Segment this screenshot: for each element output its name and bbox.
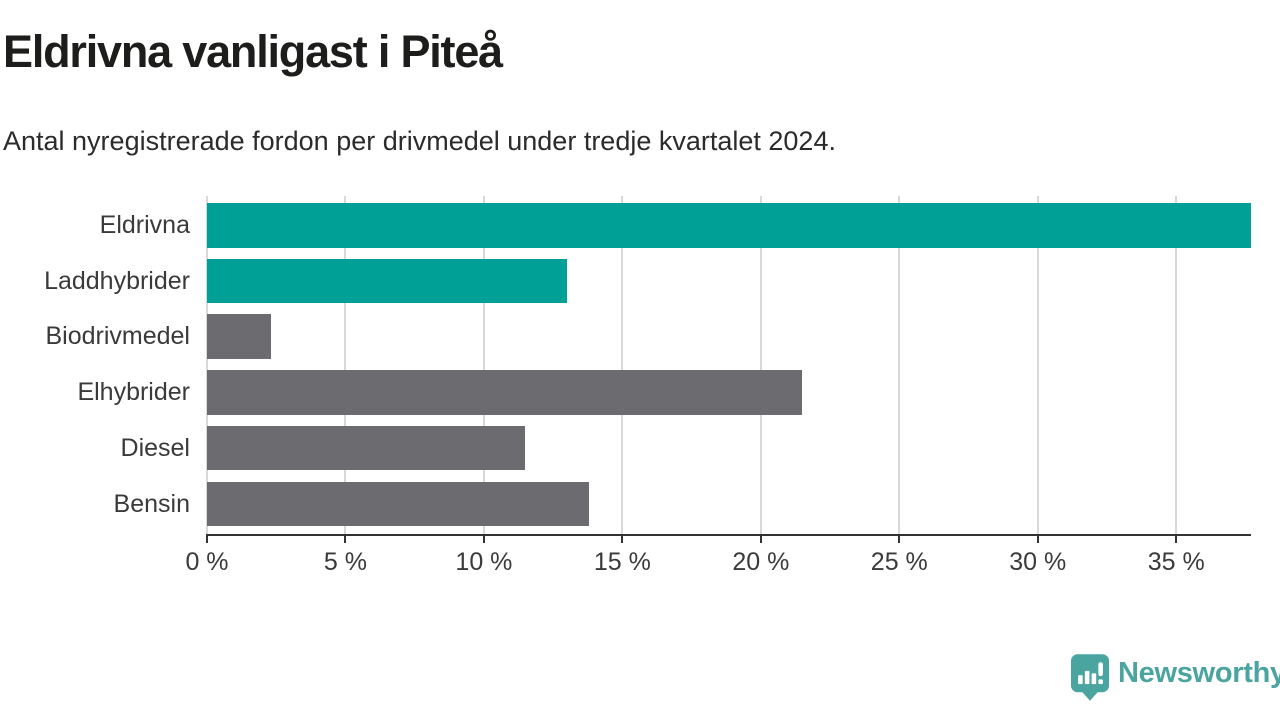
category-label-laddhybrider: Laddhybrider — [44, 266, 190, 295]
tick-label-5: 5 % — [323, 548, 367, 576]
newsworthy-wordmark: Newsworthy — [1118, 657, 1280, 689]
gridline-25 — [898, 196, 901, 534]
bar-eldrivna — [207, 203, 1251, 248]
category-label-diesel: Diesel — [120, 433, 190, 462]
tick-label-25: 25 % — [870, 548, 928, 576]
bar-elhybrider — [207, 370, 803, 415]
newsworthy-bar-chart-icon — [1071, 654, 1109, 701]
category-label-biodrivmedel: Biodrivmedel — [45, 322, 190, 351]
gridline-15 — [621, 196, 624, 534]
chart-subtitle: Antal nyregistrerade fordon per drivmede… — [3, 126, 836, 156]
gridline-35 — [1175, 196, 1178, 534]
axis-tick-5 — [344, 534, 347, 543]
axis-tick-0 — [206, 534, 208, 543]
axis-tick-10 — [482, 534, 485, 543]
gridline-30 — [1036, 196, 1039, 534]
value-axis: 0 % 5 % 10 % 15 % 20 % 25 % 30 % 35 % — [185, 548, 1251, 578]
tick-label-10: 10 % — [455, 548, 513, 576]
gridline-0 — [206, 196, 208, 534]
bar-diesel — [207, 425, 526, 471]
category-label-bensin: Bensin — [113, 489, 190, 518]
gridline-10 — [482, 196, 485, 534]
category-label-eldrivna: Eldrivna — [99, 211, 190, 239]
axis-tick-35 — [1175, 534, 1178, 543]
axis-tick-25 — [898, 534, 901, 543]
plot-area — [206, 196, 1251, 543]
newsworthy-logo: Newsworthy — [1071, 654, 1280, 701]
gridline-5 — [344, 196, 347, 534]
bar-laddhybrider — [207, 258, 567, 304]
axis-tick-30 — [1036, 534, 1039, 543]
tick-label-15: 15 % — [593, 548, 651, 576]
axis-tick-15 — [621, 534, 624, 543]
tick-label-35: 35 % — [1147, 548, 1205, 576]
tick-label-30: 30 % — [1009, 548, 1067, 576]
bar-biodrivmedel — [207, 314, 271, 359]
axis-tick-20 — [759, 534, 762, 543]
gridline-20 — [759, 196, 762, 534]
bar-bensin — [207, 481, 590, 526]
category-axis: Eldrivna Laddhybrider Biodrivmedel Elhybrid… — [0, 196, 190, 534]
tick-label-20: 20 % — [732, 548, 790, 576]
category-label-elhybrider: Elhybrider — [77, 378, 190, 407]
chart-title: Eldrivna vanligast i Piteå — [3, 26, 503, 77]
tick-label-0: 0 % — [185, 548, 229, 576]
